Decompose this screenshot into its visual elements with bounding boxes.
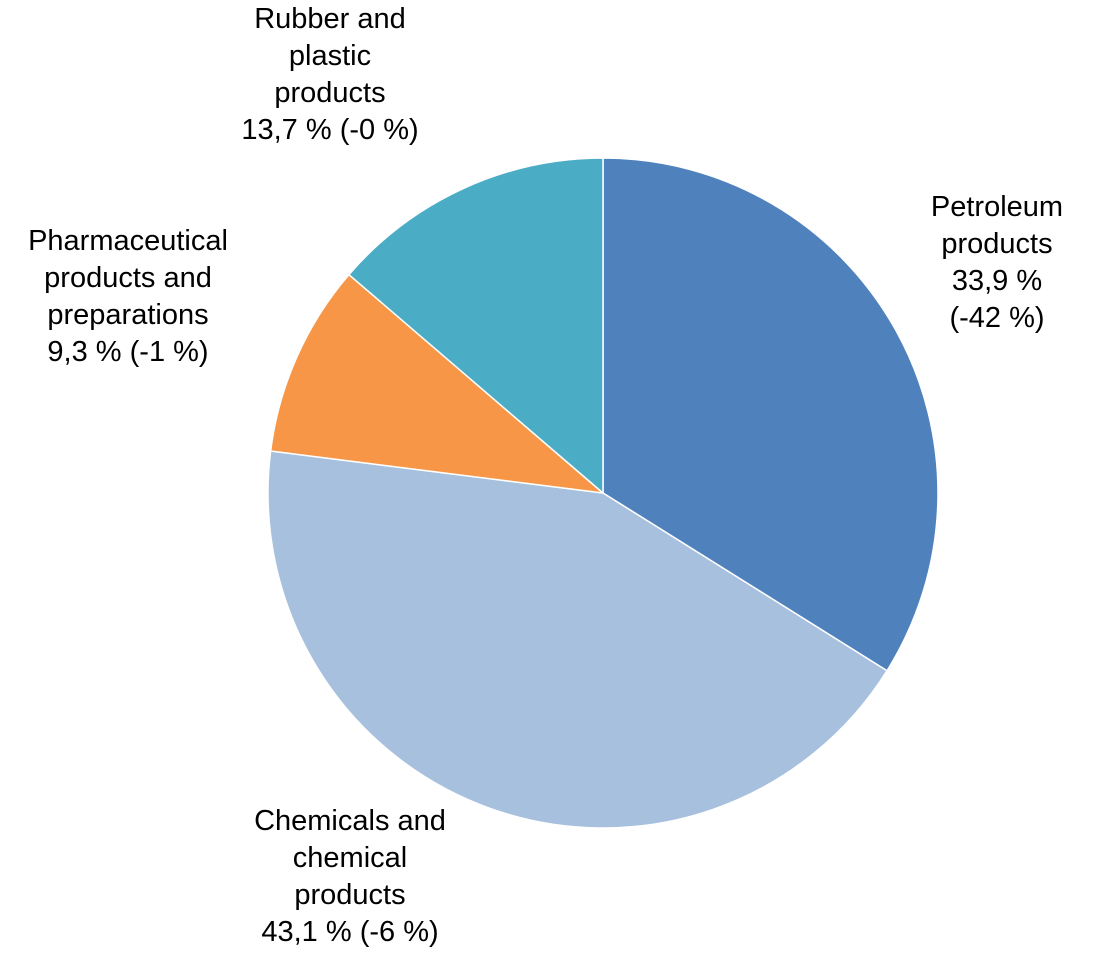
data-label-change: (-42 %) — [949, 302, 1044, 334]
data-label-value: 33,9 % — [952, 265, 1042, 297]
pie-slice — [602, 157, 939, 672]
data-label-change: (-0 %) — [340, 114, 419, 146]
data-label-value: 43,1 % — [261, 916, 351, 948]
data-label-value: 9,3 % — [47, 336, 121, 368]
data-label-category: Pharmaceutical products and preparations — [28, 225, 228, 331]
data-label-change: (-1 %) — [130, 336, 209, 368]
pie-slice — [267, 450, 889, 829]
data-label-category: Chemicals and chemical products — [254, 805, 446, 911]
pie-slice — [347, 157, 604, 495]
data-label-change: (-6 %) — [360, 916, 439, 948]
data-label-category: Rubber and plastic products — [254, 3, 406, 109]
pie-slice — [269, 273, 606, 495]
data-label-value: 13,7 % — [241, 114, 331, 146]
data-label-category: Petroleum products — [931, 191, 1063, 260]
